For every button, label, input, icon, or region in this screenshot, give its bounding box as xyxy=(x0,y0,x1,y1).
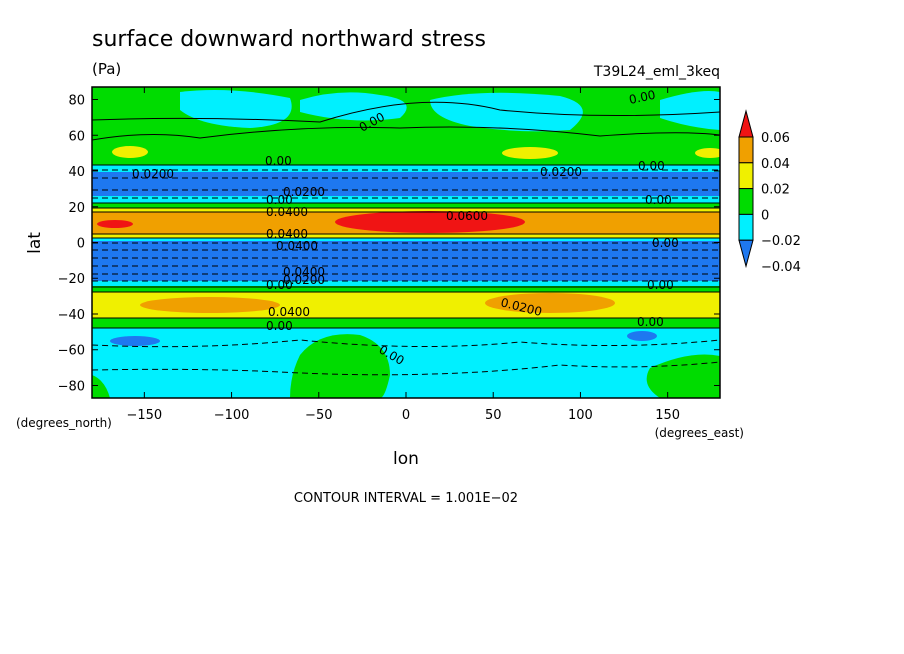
region-south-green-antarctic xyxy=(290,334,390,398)
colorbar-tick-label: −0.02 xyxy=(761,234,801,249)
contour-label: 0.00 xyxy=(652,236,679,250)
x-tick-label: −150 xyxy=(126,408,162,423)
band-equator-blue xyxy=(92,241,720,281)
region-north-polar-cyan-3 xyxy=(430,92,583,132)
contour-label: 0.00 xyxy=(266,193,293,207)
contour-label: 0.00 xyxy=(266,278,293,292)
region-south-green-east xyxy=(646,354,720,398)
colorbar-tick-label: −0.04 xyxy=(761,260,801,275)
colorbar-segment xyxy=(738,162,754,190)
contour-label: 0.0400 xyxy=(276,239,318,253)
contour-label: 0.0200 xyxy=(540,165,582,179)
contour-label: 0.0600 xyxy=(446,209,488,223)
y-tick-label: −60 xyxy=(58,344,85,359)
x-tick-label: −50 xyxy=(305,408,332,423)
contour-label: 0.00 xyxy=(647,278,674,292)
contour-interval-text: CONTOUR INTERVAL = 1.001E−02 xyxy=(294,491,518,506)
colorbar-tick-label: 0.06 xyxy=(761,131,790,146)
x-tick-label: 50 xyxy=(485,408,502,423)
y-tick-label: −80 xyxy=(58,379,85,394)
x-units-label: (degrees_east) xyxy=(655,426,744,440)
blob-10n-red-small xyxy=(97,220,133,228)
contour-label: 0.0200 xyxy=(132,167,174,181)
x-tick-label: 150 xyxy=(655,408,680,423)
contour-label: 0.00 xyxy=(645,193,672,207)
y-tick-label: 0 xyxy=(77,237,85,252)
x-axis-title: lon xyxy=(393,449,419,469)
x-tick-label: −100 xyxy=(214,408,250,423)
colorbar-tick-label: 0 xyxy=(761,208,769,223)
colorbar-tick-label: 0.02 xyxy=(761,183,790,198)
y-tick-label: 60 xyxy=(68,129,85,144)
contour-label: 0.0400 xyxy=(266,227,308,241)
colorbar: 0.06 0.04 0.02 0 −0.02 −0.04 xyxy=(738,109,801,275)
y-tick-label: 40 xyxy=(68,165,85,180)
contour-line xyxy=(92,361,720,376)
contour-label: 0.00 xyxy=(628,88,657,107)
colorbar-segment xyxy=(738,213,754,241)
contour-label: 0.0200 xyxy=(283,185,325,199)
contour-label: 0.00 xyxy=(638,159,665,173)
region-south-polar-cyan xyxy=(92,328,720,398)
blob-45n-yellow-1 xyxy=(112,146,148,158)
blob-45n-yellow-2 xyxy=(502,147,558,159)
colorbar-tick-label: 0.04 xyxy=(761,157,790,172)
colorbar-segment xyxy=(738,239,754,269)
x-tick-label: 0 xyxy=(402,408,410,423)
run-label: T39L24_eml_3keq xyxy=(593,64,720,80)
blob-30n-blue-2 xyxy=(500,173,620,191)
contour-label: 0.0400 xyxy=(268,305,310,319)
y-tick-label: −20 xyxy=(58,272,85,287)
contour-line xyxy=(92,126,720,141)
blob-55s-blue-1 xyxy=(110,336,160,346)
y-units-label: (degrees_north) xyxy=(16,416,112,430)
colorbar-segment xyxy=(738,188,754,215)
contour-line xyxy=(92,101,720,123)
contour-label: 0.0400 xyxy=(283,265,325,279)
y-tick-label: 80 xyxy=(68,94,85,109)
contour-lines xyxy=(92,101,720,376)
blob-55s-blue-2 xyxy=(627,331,657,341)
x-tick-label: 100 xyxy=(568,408,593,423)
contour-label: 0.0400 xyxy=(266,205,308,219)
contour-label: 0.00 xyxy=(266,319,293,333)
blob-35s-orange-1 xyxy=(140,297,280,313)
units-label: (Pa) xyxy=(92,60,121,78)
contour-label: 0.00 xyxy=(265,154,292,168)
region-north-polar-cyan-2 xyxy=(300,92,407,121)
contour-label: 0.00 xyxy=(637,315,664,329)
band-35s-green-edge xyxy=(92,318,720,328)
y-tick-label: 20 xyxy=(68,201,85,216)
chart-title: surface downward northward stress xyxy=(92,27,486,52)
y-axis: −80 −60 −40 −20 0 20 40 60 80 xyxy=(58,94,720,394)
contour-line xyxy=(92,339,720,348)
colorbar-segment xyxy=(738,136,754,164)
plot-area: 0.00 0.00 0.00 0.0200 0.0200 0.00 0.0200… xyxy=(92,87,720,398)
region-south-green-west xyxy=(92,375,110,398)
y-tick-label: −40 xyxy=(58,308,85,323)
y-axis-title: lat xyxy=(25,232,45,254)
x-axis: −150 −100 −50 0 50 100 150 xyxy=(126,87,680,423)
region-north-polar-cyan-4 xyxy=(660,91,720,130)
colorbar-segment xyxy=(738,109,754,138)
blob-35s-orange-2 xyxy=(485,293,615,313)
blob-10n-red-main xyxy=(335,211,525,233)
contour-label: 0.0200 xyxy=(283,273,325,287)
blob-45n-yellow-3 xyxy=(695,148,720,158)
